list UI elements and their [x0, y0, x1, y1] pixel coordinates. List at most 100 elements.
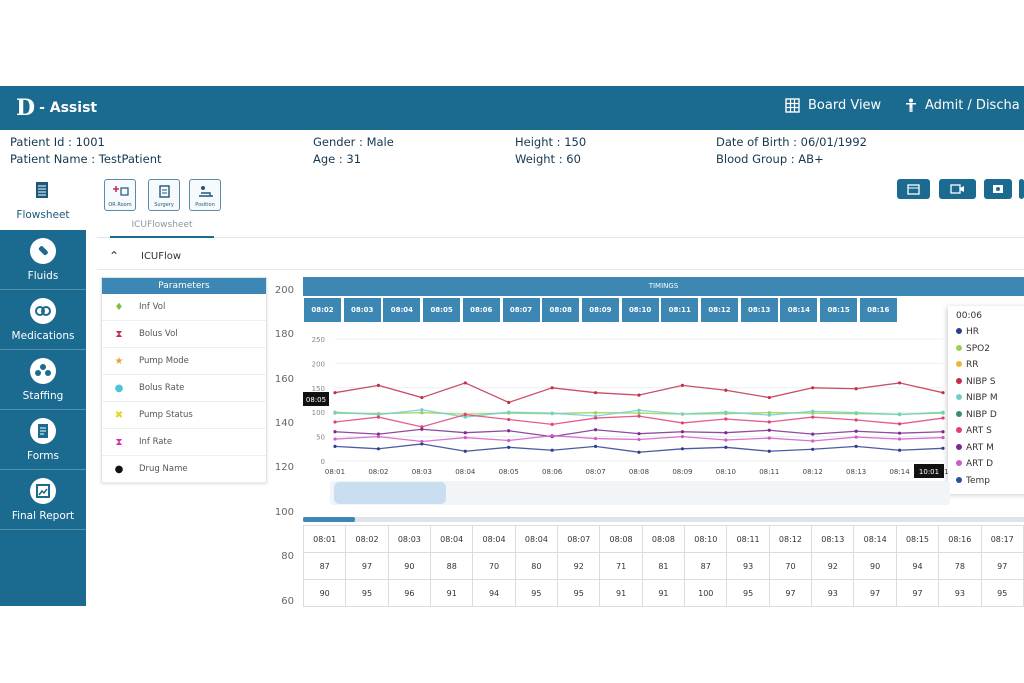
data-point[interactable]: [420, 439, 424, 444]
data-point[interactable]: [507, 429, 511, 433]
data-point[interactable]: [897, 448, 902, 452]
grid-cell[interactable]: 92: [811, 552, 855, 580]
data-point[interactable]: [376, 432, 381, 436]
data-point[interactable]: [724, 388, 728, 392]
data-point[interactable]: [420, 442, 424, 446]
data-point[interactable]: [333, 430, 337, 434]
data-point[interactable]: [767, 395, 771, 400]
data-point[interactable]: [680, 430, 685, 434]
data-point[interactable]: [680, 412, 685, 416]
data-point[interactable]: [550, 422, 554, 426]
data-point[interactable]: [637, 450, 641, 454]
sidebar-item-final-report[interactable]: Final Report: [0, 470, 86, 530]
legend-item[interactable]: NIBP D: [956, 410, 997, 420]
grid-cell[interactable]: 97: [895, 579, 940, 607]
range-slider-handle[interactable]: [334, 482, 446, 504]
data-point[interactable]: [724, 445, 728, 449]
data-point[interactable]: [376, 383, 381, 387]
or-room-button[interactable]: OR Room: [104, 179, 136, 211]
parameter-row[interactable]: ✖ Pump Status: [102, 402, 266, 429]
grid-cell[interactable]: 95: [514, 579, 559, 607]
data-point[interactable]: [637, 411, 641, 415]
grid-cell[interactable]: 92: [557, 552, 601, 580]
data-point[interactable]: [811, 386, 815, 390]
data-point[interactable]: [897, 422, 902, 426]
data-point[interactable]: [463, 435, 467, 440]
data-point[interactable]: [507, 445, 511, 449]
data-point[interactable]: [767, 428, 771, 432]
grid-cell[interactable]: 93: [938, 579, 982, 607]
surgery-button[interactable]: Surgery: [148, 179, 180, 211]
data-point[interactable]: [811, 447, 815, 451]
data-point[interactable]: [941, 435, 945, 440]
data-point[interactable]: [767, 413, 771, 417]
brand-logo[interactable]: D - Assist: [16, 96, 97, 120]
data-point[interactable]: [507, 410, 511, 414]
data-point[interactable]: [376, 413, 381, 417]
data-point[interactable]: [637, 437, 641, 442]
sidebar-item-staffing[interactable]: Staffing: [0, 350, 86, 410]
data-point[interactable]: [333, 437, 337, 441]
data-point[interactable]: [593, 428, 598, 432]
grid-cell[interactable]: 87: [684, 552, 728, 580]
data-point[interactable]: [854, 387, 858, 391]
data-point[interactable]: [593, 444, 598, 448]
grid-cell[interactable]: 97: [345, 552, 389, 580]
sidebar-item-forms[interactable]: Forms: [0, 410, 86, 470]
data-point[interactable]: [680, 447, 685, 451]
data-point[interactable]: [941, 410, 945, 414]
video-button[interactable]: [939, 179, 976, 199]
data-point[interactable]: [593, 391, 598, 395]
vitals-line-chart[interactable]: 08:01 08:02 08:03 08:04 08:05 08:06 08:07 08:08…: [303, 325, 948, 480]
grid-cell[interactable]: 91: [430, 579, 474, 607]
grid-cell[interactable]: 95: [345, 579, 389, 607]
data-point[interactable]: [854, 411, 858, 415]
data-point[interactable]: [767, 436, 771, 440]
data-point[interactable]: [333, 391, 337, 395]
grid-cell[interactable]: 96: [387, 579, 432, 607]
data-point[interactable]: [767, 449, 771, 453]
legend-item[interactable]: SPO2: [956, 344, 990, 354]
data-point[interactable]: [724, 438, 728, 442]
parameter-row[interactable]: ⧗ Bolus Vol: [102, 321, 266, 348]
data-point[interactable]: [941, 416, 945, 420]
data-point[interactable]: [593, 436, 598, 441]
grid-cell[interactable]: 70: [768, 552, 813, 580]
grid-cell[interactable]: 93: [811, 579, 855, 607]
data-point[interactable]: [550, 434, 554, 438]
media-button[interactable]: [984, 179, 1012, 199]
data-point[interactable]: [637, 432, 641, 436]
data-point[interactable]: [680, 435, 685, 439]
grid-cell[interactable]: 97: [768, 579, 813, 607]
parameter-row[interactable]: ● Drug Name: [102, 456, 266, 483]
data-point[interactable]: [637, 408, 641, 412]
data-point[interactable]: [420, 408, 424, 412]
scrollbar-thumb[interactable]: [303, 517, 355, 522]
legend-item[interactable]: NIBP M: [956, 393, 998, 403]
grid-cell[interactable]: 90: [302, 579, 347, 607]
data-point[interactable]: [767, 420, 771, 424]
data-point[interactable]: [854, 429, 858, 433]
data-point[interactable]: [724, 431, 728, 435]
sidebar-item-flowsheet[interactable]: Flowsheet: [0, 172, 86, 230]
data-point[interactable]: [941, 446, 945, 450]
data-point[interactable]: [463, 431, 467, 435]
sidebar-item-fluids[interactable]: Fluids: [0, 230, 86, 290]
horizontal-scrollbar[interactable]: [303, 517, 1024, 522]
data-point[interactable]: [854, 444, 858, 448]
data-point[interactable]: [550, 411, 554, 415]
legend-item[interactable]: ART S: [956, 426, 992, 436]
data-point[interactable]: [724, 417, 728, 421]
parameter-row[interactable]: ⧗ Inf Rate: [102, 429, 266, 456]
grid-cell[interactable]: 95: [980, 579, 1024, 607]
grid-cell[interactable]: 88: [430, 552, 474, 580]
more-button[interactable]: [1019, 179, 1024, 199]
chart-range-slider[interactable]: [330, 481, 950, 505]
data-point[interactable]: [811, 409, 815, 413]
data-point[interactable]: [376, 435, 381, 439]
data-point[interactable]: [333, 420, 337, 424]
grid-cell[interactable]: 94: [895, 552, 940, 580]
sidebar-item-medications[interactable]: Medications: [0, 290, 86, 350]
data-point[interactable]: [593, 411, 598, 415]
grid-cell[interactable]: 97: [980, 552, 1024, 580]
